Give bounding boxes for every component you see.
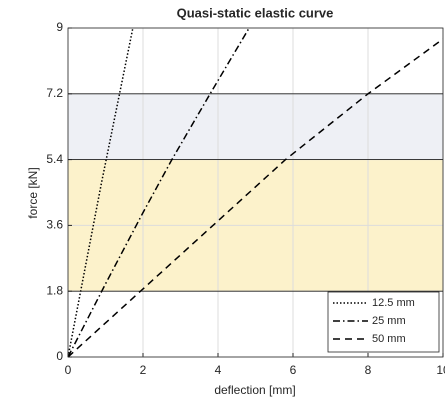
x-tick-label: 4 <box>215 363 222 377</box>
series-line <box>68 38 443 357</box>
y-tick-label: 7.2 <box>46 86 63 100</box>
plot-frame <box>67 27 444 358</box>
x-tick-label: 8 <box>365 363 372 377</box>
x-tick-label: 10 <box>436 363 445 377</box>
y-tick-label: 5.4 <box>46 152 63 166</box>
y-axis-label: force [kN] <box>26 167 40 218</box>
x-tick-label: 6 <box>290 363 297 377</box>
y-tick-label: 3.6 <box>46 218 63 232</box>
x-tick-label: 2 <box>140 363 147 377</box>
y-tick-label: 9 <box>56 20 63 34</box>
y-tick-label: 0 <box>56 349 63 363</box>
x-axis-label: deflection [mm] <box>214 383 295 397</box>
series-line <box>68 28 134 357</box>
legend-label: 25 mm <box>372 315 406 327</box>
chart-title: Quasi-static elastic curve <box>177 5 334 20</box>
legend-label: 12.5 mm <box>372 297 415 309</box>
legend-label: 50 mm <box>372 333 406 345</box>
x-tick-label: 0 <box>65 363 72 377</box>
series-line <box>68 28 250 357</box>
band <box>68 93 443 160</box>
y-tick-label: 1.8 <box>46 283 63 297</box>
legend <box>327 291 440 353</box>
